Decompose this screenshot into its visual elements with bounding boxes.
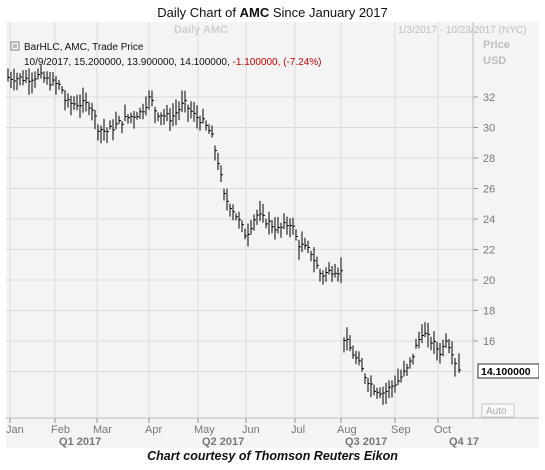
y-tick-label: 24: [483, 214, 495, 226]
series-legend: BarHLC, AMC, Trade Price: [24, 42, 144, 53]
quarter-label: Q4 17: [449, 436, 479, 448]
gridlines: [6, 22, 473, 418]
chart-caption: Chart courtesy of Thomson Reuters Eikon: [147, 449, 398, 463]
price-label: Price: [483, 39, 510, 51]
y-tick-label: 28: [483, 153, 495, 165]
page-title: Daily Chart of AMC Since January 2017: [0, 5, 545, 20]
x-tick-label: Oct: [434, 424, 451, 436]
last-bar-values: 10/9/2017, 15.200000, 13.900000, 14.1000…: [24, 57, 321, 68]
title-prefix: Daily Chart of: [157, 5, 240, 20]
y-tick-label: 18: [483, 306, 495, 318]
last-bar-prefix: 10/9/2017, 15.200000, 13.900000, 14.1000…: [24, 57, 233, 68]
chart-panel: 32 30 28 26 24 22 20 18 16 Jan Feb Mar Apr May Jun Jul…: [6, 22, 539, 448]
quarter-label: Q3 2017: [345, 436, 387, 448]
x-tick-label: Aug: [337, 424, 357, 436]
title-suffix: Since January 2017: [269, 5, 388, 20]
quarter-label: Q1 2017: [59, 436, 101, 448]
currency-label: USD: [483, 55, 506, 67]
title-ticker: AMC: [239, 5, 270, 20]
x-tick-label: Feb: [51, 424, 70, 436]
x-tick-label: Sep: [391, 424, 411, 436]
quarter-label: Q2 2017: [202, 436, 244, 448]
y-axis: 32 30 28 26 24 22 20 18 16: [473, 92, 495, 348]
y-tick-label: 30: [483, 123, 495, 135]
y-tick-label: 20: [483, 275, 495, 287]
price-tag: 14.100000: [477, 363, 539, 379]
x-tick-label: May: [194, 424, 215, 436]
x-tick-label: Jan: [6, 424, 24, 436]
y-tick-label: 32: [483, 92, 495, 104]
auto-button-label: Auto: [486, 406, 507, 417]
price-tag-value: 14.100000: [481, 366, 531, 378]
y-tick-label: 26: [483, 184, 495, 196]
x-tick-label: Apr: [145, 424, 162, 436]
date-range: 1/3/2017 - 10/23/2017 (NYC): [398, 25, 526, 36]
price-chart: 32 30 28 26 24 22 20 18 16 Jan Feb Mar Apr May Jun Jul…: [6, 22, 539, 448]
price-bars: [7, 65, 461, 405]
last-bar-change: -1.100000, (-7.24%): [233, 57, 322, 68]
watermark: Daily AMC: [174, 24, 228, 36]
y-tick-label: 16: [483, 336, 495, 348]
y-tick-label: 22: [483, 245, 495, 257]
x-tick-label: Mar: [93, 424, 112, 436]
x-tick-label: Jun: [242, 424, 260, 436]
x-axis: Jan Feb Mar Apr May Jun Jul Aug Sep Oct Q1 2017 Q2 …: [6, 418, 479, 448]
auto-scale-button[interactable]: Auto: [481, 403, 515, 418]
x-tick-label: Jul: [291, 424, 305, 436]
chart-settings-icon[interactable]: [10, 41, 20, 51]
